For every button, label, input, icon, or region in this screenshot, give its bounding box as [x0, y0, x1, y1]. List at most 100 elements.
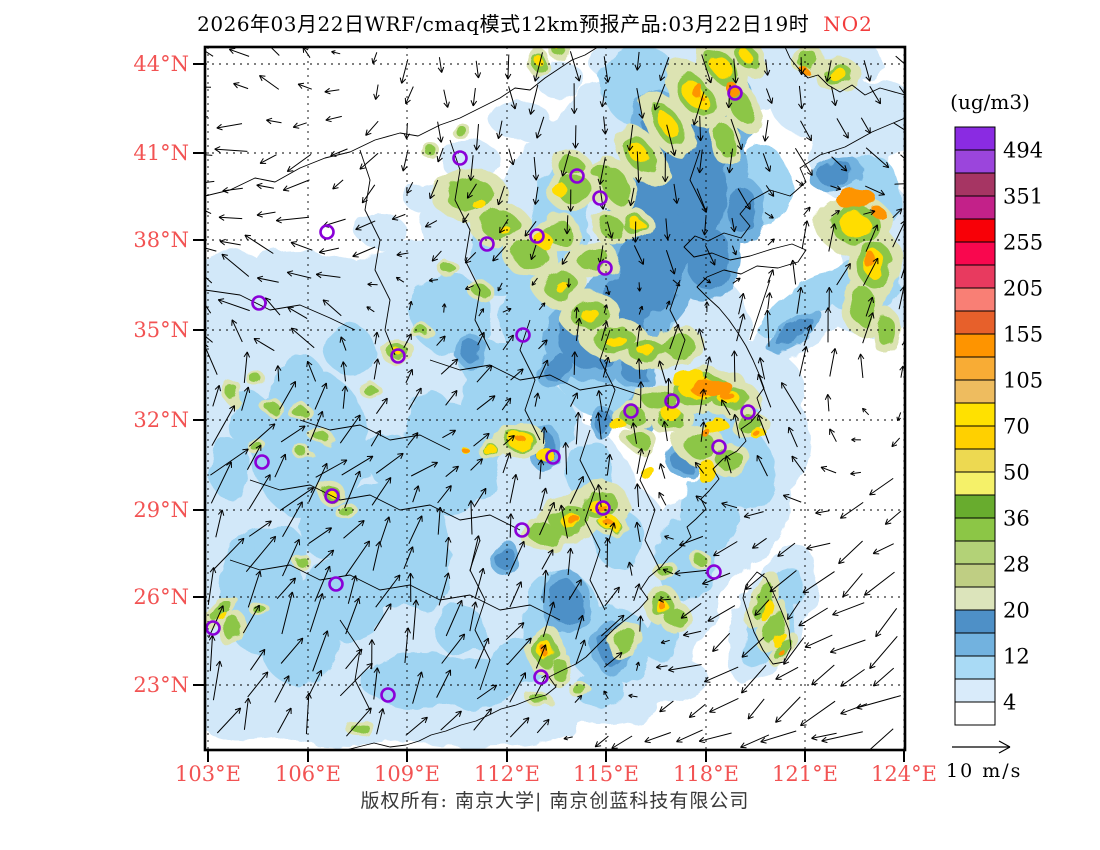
wind-arrow	[247, 671, 269, 698]
border-line	[689, 149, 706, 211]
wind-arrow	[280, 637, 304, 664]
wind-arrow	[399, 59, 409, 84]
wind-arrow	[215, 509, 225, 538]
legend-swatch	[954, 264, 996, 289]
city-marker	[597, 260, 613, 276]
wind-arrow	[228, 47, 250, 57]
wind-arrow	[539, 487, 548, 511]
wind-arrow	[628, 187, 635, 207]
wind-arrow	[216, 707, 242, 734]
wind-arrow	[266, 117, 282, 125]
wind-arrow	[507, 513, 514, 538]
wind-arrow	[694, 461, 705, 474]
wind-arrow	[424, 220, 438, 228]
legend-swatch	[954, 218, 996, 243]
wind-arrow	[302, 47, 311, 58]
field-layer-yellow	[220, 47, 884, 659]
wind-arrow	[473, 487, 487, 508]
legend-swatch	[954, 701, 996, 726]
legend-swatch	[954, 126, 996, 151]
wind-arrow	[292, 122, 307, 129]
wind-arrow	[208, 634, 216, 672]
wind-arrow	[636, 448, 644, 474]
city-marker	[514, 522, 530, 538]
lon-label: 112°E	[474, 762, 540, 786]
lat-label: 44°N	[133, 52, 189, 76]
wind-arrow	[574, 694, 583, 703]
wind-arrow	[637, 615, 644, 632]
border-line	[229, 559, 561, 621]
wind-arrow	[665, 300, 671, 310]
wind-arrow	[540, 426, 548, 444]
wind-arrow	[757, 357, 766, 380]
wind-arrow	[731, 350, 738, 382]
wind-arrow	[606, 454, 613, 476]
wind-arrow	[569, 475, 584, 504]
wind-arrow	[597, 157, 606, 185]
wind-arrow	[603, 304, 608, 314]
wind-arrow	[532, 156, 540, 181]
wind-arrow	[760, 730, 797, 744]
wind-arrow	[504, 54, 512, 80]
wind-arrow	[627, 561, 634, 576]
wind-arrow	[403, 122, 411, 140]
wind-arrow	[379, 516, 391, 543]
legend-unit-label: (ug/m3)	[950, 90, 1030, 114]
concentration-field	[205, 47, 905, 748]
legend-swatch	[954, 609, 996, 634]
wind-arrow	[541, 549, 554, 570]
wind-arrow	[839, 501, 864, 519]
wind-arrow	[696, 149, 704, 174]
wind-arrow	[210, 461, 232, 504]
city-marker	[740, 404, 756, 420]
lat-label: 41°N	[133, 141, 189, 165]
wind-arrow	[282, 179, 310, 192]
lat-label: 29°N	[133, 498, 189, 522]
wind-arrow	[606, 286, 611, 296]
wind-arrow	[762, 153, 772, 172]
wind-arrow	[325, 115, 342, 123]
wind-arrow	[575, 317, 582, 341]
wind-arrow	[696, 188, 708, 213]
wind-arrow	[636, 88, 645, 119]
border-line	[359, 149, 396, 356]
wind-arrow	[836, 262, 851, 286]
wind-arrow	[476, 395, 496, 411]
wind-arrow	[704, 245, 716, 266]
wind-arrow	[408, 387, 422, 411]
wind-arrow	[407, 432, 419, 446]
wind-arrow	[892, 208, 903, 219]
wind-arrow	[574, 411, 582, 445]
wind-arrow	[332, 179, 344, 190]
wind-arrow	[428, 277, 439, 283]
wind-arrow	[730, 217, 737, 233]
wind-arrow	[851, 437, 861, 443]
wind-arrow	[698, 732, 732, 744]
city-marker	[205, 620, 221, 636]
wind-arrow	[896, 412, 902, 422]
wind-arrow	[436, 669, 452, 698]
wind-arrow	[811, 732, 837, 741]
wind-arrow	[765, 292, 773, 310]
wind-arrow	[637, 381, 645, 409]
wind-arrow	[635, 358, 643, 379]
wind-arrow	[396, 251, 409, 258]
wind-arrow	[838, 540, 863, 565]
wind-arrow	[355, 220, 376, 231]
city-marker	[324, 488, 340, 504]
wind-arrow	[783, 637, 805, 665]
wind-arrow	[407, 572, 414, 603]
wind-arrow	[538, 339, 548, 350]
legend-swatch	[954, 586, 996, 611]
wind-arrow	[875, 608, 898, 638]
legend-swatch	[954, 149, 996, 174]
wind-arrow	[901, 339, 905, 346]
wind-arrow	[842, 573, 863, 598]
page-title: 2026年03月22日WRF/cmaq模式12km预报产品:03月22日19时 N…	[150, 8, 920, 37]
wind-arrow	[562, 442, 570, 475]
wind-arrow	[212, 660, 223, 701]
wind-arrow	[829, 639, 866, 654]
wind-arrow	[635, 324, 643, 347]
city-markers	[205, 85, 756, 703]
wind-arrow	[765, 185, 775, 197]
